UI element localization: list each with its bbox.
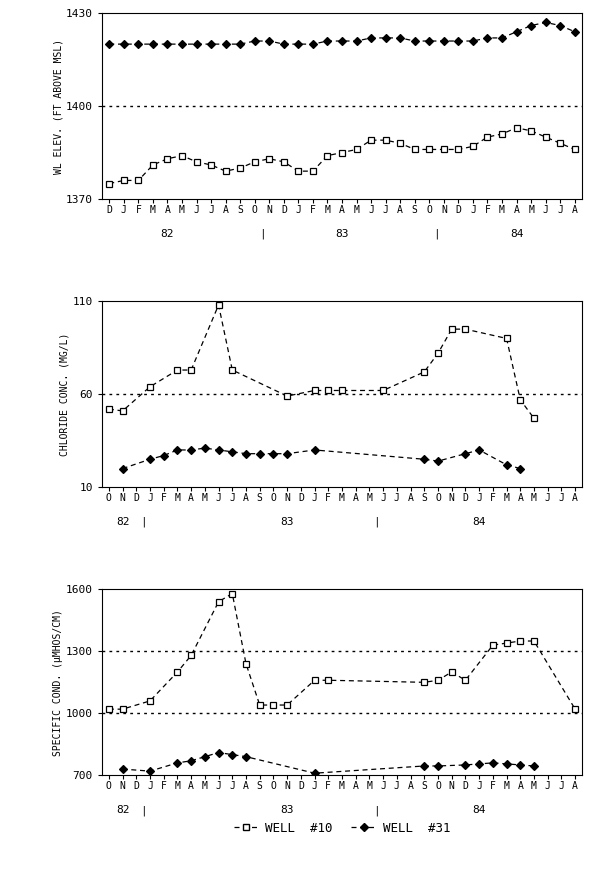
- Text: 84: 84: [510, 229, 523, 239]
- Text: |: |: [140, 517, 146, 527]
- Text: |: |: [140, 805, 146, 816]
- Legend: WELL  #10, WELL  #31: WELL #10, WELL #31: [229, 816, 455, 839]
- Text: 84: 84: [472, 517, 486, 526]
- Text: |: |: [433, 229, 440, 239]
- Y-axis label: CHLORIDE CONC. (MG/L): CHLORIDE CONC. (MG/L): [60, 333, 70, 456]
- Text: |: |: [259, 229, 265, 239]
- Text: 84: 84: [472, 805, 486, 815]
- Text: 82: 82: [116, 805, 130, 815]
- Text: |: |: [373, 805, 380, 816]
- Y-axis label: SPECIFIC COND. (μMHOS/CM): SPECIFIC COND. (μMHOS/CM): [53, 609, 63, 756]
- Y-axis label: WL ELEV. (FT ABOVE MSL): WL ELEV. (FT ABOVE MSL): [53, 39, 63, 173]
- Text: |: |: [373, 517, 380, 527]
- Text: 82: 82: [161, 229, 174, 239]
- Text: 83: 83: [280, 805, 294, 815]
- Text: 83: 83: [335, 229, 349, 239]
- Text: 82: 82: [116, 517, 130, 526]
- Text: 83: 83: [280, 517, 294, 526]
